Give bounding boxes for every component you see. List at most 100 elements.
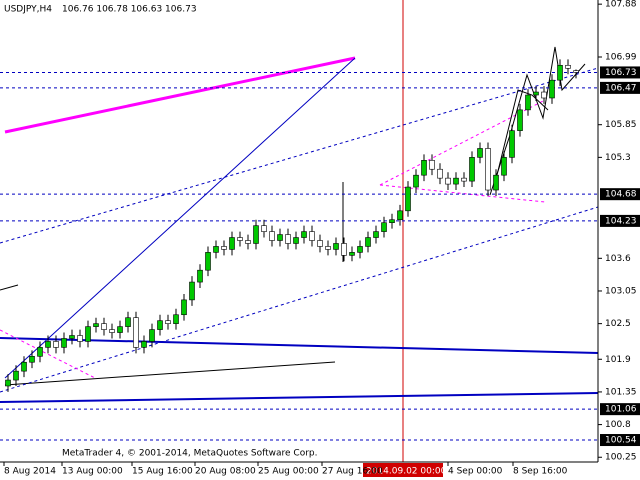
level-label: 106.47 [605, 83, 637, 93]
candle-body [285, 234, 291, 244]
trend-line [4, 56, 356, 134]
trend-line [0, 337, 599, 354]
candle-body [141, 341, 147, 348]
y-tick-label: 100.8 [605, 420, 631, 430]
level-label-bg [600, 81, 640, 94]
candle-body [77, 335, 83, 342]
candle-body [565, 65, 571, 69]
y-tick-label: 101.9 [605, 355, 631, 365]
candle-body [389, 219, 395, 223]
trend-line [0, 392, 599, 403]
level-label: 104.68 [605, 190, 637, 200]
candle-body [237, 237, 243, 241]
chart-title: USDJPY,H4 [4, 5, 52, 15]
cursor-label-bg [363, 463, 443, 477]
x-tick-label: 20 Aug 08:00 [195, 467, 256, 477]
candle-body [533, 91, 539, 96]
candle-body [157, 320, 163, 330]
channel-line [0, 206, 599, 393]
channel-line [0, 67, 599, 244]
candle-body [261, 225, 267, 232]
candle-body [309, 231, 315, 241]
candle-body [549, 79, 555, 99]
level-label: 100.54 [605, 436, 637, 446]
candle-body [93, 323, 99, 327]
candle-body [501, 157, 507, 176]
candle-body [365, 237, 371, 247]
candle-body [245, 240, 251, 244]
candle-body [325, 246, 331, 250]
level-label-bg [600, 214, 640, 227]
candle-body [85, 326, 91, 342]
candle-body [61, 338, 67, 348]
trend-line [4, 361, 336, 386]
candle-body [5, 379, 11, 387]
candle-body [573, 70, 579, 73]
candle-body [269, 231, 275, 241]
candle-body [21, 361, 27, 372]
candle-body [301, 231, 307, 238]
candle-body [397, 210, 403, 221]
candle-body [517, 109, 523, 131]
projection [496, 89, 549, 176]
candle-body [69, 335, 75, 339]
candle-body [165, 320, 171, 324]
candle-body [445, 177, 451, 185]
level-label: 104.23 [605, 216, 637, 226]
candle-body [333, 243, 339, 250]
trend-line [0, 284, 19, 291]
candle-body [181, 299, 187, 316]
candle-body [525, 94, 531, 111]
candle-body [357, 246, 363, 253]
trend-line [4, 57, 356, 379]
candle-body [173, 314, 179, 324]
candle-body [453, 177, 459, 185]
candle-body [413, 174, 419, 188]
x-tick-label: 8 Sep 16:00 [513, 467, 568, 477]
candle-body [317, 240, 323, 247]
candle-body [29, 355, 35, 363]
level-label: 101.06 [605, 405, 637, 415]
y-tick-label: 100.25 [605, 453, 637, 463]
candle-body [477, 148, 483, 158]
candle-body [493, 174, 499, 191]
candle-body [53, 341, 59, 348]
candle-body [253, 225, 259, 244]
drawn-objects [0, 0, 599, 462]
level-label-bg [600, 403, 640, 416]
channel-line [379, 184, 546, 203]
cursor-label: 2014.09.02 00:00 [366, 467, 447, 477]
candle-body [485, 148, 491, 191]
candle-body [293, 237, 299, 244]
x-tick-label: 13 Aug 00:00 [62, 467, 123, 477]
candle-body [109, 329, 115, 333]
candle-body [373, 231, 379, 238]
candle-body [437, 168, 443, 179]
candle-body [421, 160, 427, 176]
candle-body [13, 370, 19, 381]
candle-body [341, 243, 347, 256]
candle-body [229, 237, 235, 250]
candle-body [205, 252, 211, 271]
candle-body [461, 177, 467, 182]
level-label: 106.73 [605, 68, 637, 78]
candle-body [45, 341, 51, 348]
candle-body [133, 317, 139, 348]
candle-body [349, 252, 355, 256]
y-tick-label: 103.05 [605, 286, 637, 296]
candle-body [125, 317, 131, 327]
x-tick-label: 4 Sep 00:00 [448, 467, 503, 477]
candle-body [429, 160, 435, 170]
y-tick-label: 103.6 [605, 254, 631, 264]
x-tick-label: 27 Aug 16:00 [322, 467, 383, 477]
candle-body [469, 157, 475, 182]
header-values: 106.76 106.78 106.63 106.73 [62, 5, 197, 15]
candle-body [101, 323, 107, 330]
x-tick-label: 25 Aug 00:00 [258, 467, 319, 477]
level-label-bg [600, 188, 640, 201]
y-tick-label: 101.35 [605, 387, 637, 397]
y-tick-label: 107.88 [605, 0, 637, 10]
candle-body [189, 281, 195, 301]
candle-body [557, 65, 563, 81]
